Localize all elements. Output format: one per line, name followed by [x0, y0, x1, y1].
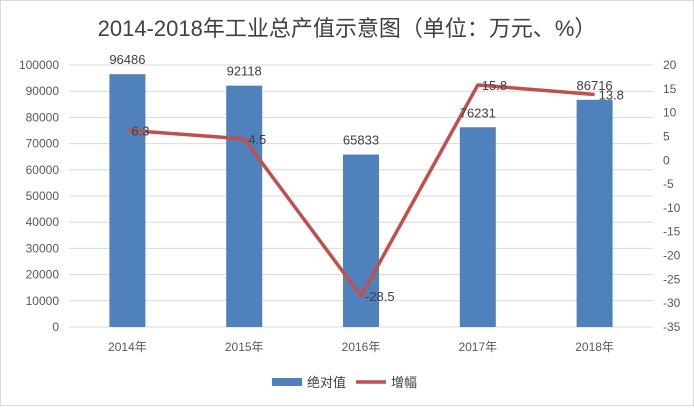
line-value-label: 6.3 [131, 123, 149, 138]
bar [109, 74, 146, 327]
left-axis-tick-label: 60000 [26, 163, 60, 177]
left-axis-tick-label: 0 [52, 320, 59, 334]
x-axis-tick-label: 2017年 [458, 340, 497, 354]
left-axis-tick-label: 80000 [26, 110, 60, 124]
left-axis-tick-label: 20000 [26, 268, 60, 282]
bar-value-label: 76231 [460, 105, 496, 120]
left-axis-tick-label: 40000 [26, 215, 60, 229]
right-axis-tick-label: -20 [663, 249, 681, 263]
chart-title: 2014-2018年工业总产值示意图（单位：万元、%） [98, 16, 597, 41]
bar-value-label: 65833 [343, 133, 379, 148]
right-axis-tick-label: 10 [663, 106, 677, 120]
left-axis-tick-label: 100000 [19, 58, 59, 72]
right-axis-tick-label: 20 [663, 58, 677, 72]
bar-value-label: 96486 [109, 52, 145, 67]
x-axis-tick-label: 2018年 [575, 340, 614, 354]
line-value-label: 4.5 [248, 132, 266, 147]
right-axis-tick-label: -30 [663, 296, 681, 310]
right-axis-tick-label: -35 [663, 320, 681, 334]
left-axis-tick-label: 30000 [26, 241, 60, 255]
legend-line-label: 增幅 [391, 375, 417, 390]
right-axis-tick-label: 15 [663, 82, 677, 96]
x-axis-tick-label: 2016年 [342, 340, 381, 354]
left-axis-tick-label: 50000 [26, 189, 60, 203]
bar [459, 127, 496, 327]
right-axis-tick-label: 0 [663, 153, 670, 167]
bar-value-label: 92118 [227, 64, 262, 79]
bar [226, 85, 263, 327]
left-axis-tick-label: 10000 [26, 294, 60, 308]
growth-line [127, 83, 595, 298]
line-value-label: 15.8 [482, 78, 507, 93]
left-axis-tick-label: 90000 [26, 84, 60, 98]
right-axis-tick-label: -25 [663, 272, 681, 286]
left-axis-tick-label: 70000 [26, 137, 60, 151]
line-value-label: 13.8 [599, 88, 624, 103]
right-axis-tick-label: -5 [663, 177, 674, 191]
right-axis-tick-label: -10 [663, 201, 681, 215]
legend-bar-swatch [272, 378, 302, 386]
line-value-label: -28.5 [365, 289, 395, 304]
legend-bar-label: 绝对值 [307, 375, 346, 390]
x-axis-tick-label: 2014年 [108, 340, 147, 354]
right-axis-tick-label: -15 [663, 225, 681, 239]
bar-value-label: 86716 [577, 78, 613, 93]
x-axis-tick-label: 2015年 [225, 340, 264, 354]
right-axis-tick-label: 5 [663, 129, 670, 143]
bar [576, 99, 613, 327]
bar [343, 154, 379, 327]
